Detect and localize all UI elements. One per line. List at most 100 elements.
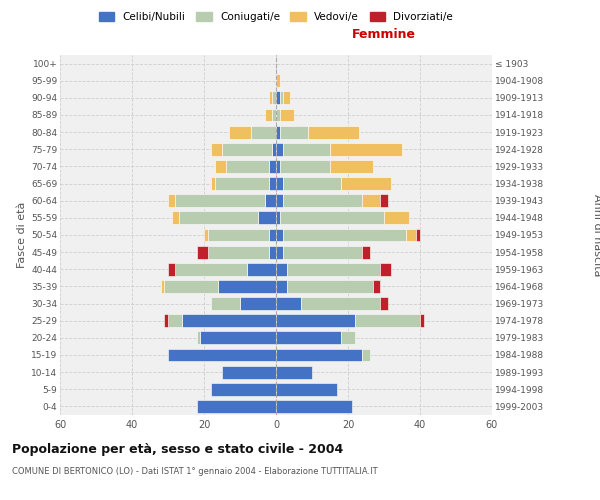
Bar	[341, 332, 355, 344]
Text: Femmine: Femmine	[352, 28, 416, 40]
Bar	[197, 400, 276, 413]
Bar	[276, 400, 352, 413]
Bar	[240, 297, 276, 310]
Bar	[373, 280, 380, 293]
Bar	[272, 92, 276, 104]
Bar	[380, 297, 388, 310]
Bar	[276, 92, 280, 104]
Bar	[175, 194, 265, 207]
Bar	[283, 246, 362, 258]
Bar	[265, 108, 272, 122]
Bar	[204, 228, 208, 241]
Bar	[269, 160, 276, 173]
Text: Popolazione per età, sesso e stato civile - 2004: Popolazione per età, sesso e stato civil…	[12, 442, 343, 456]
Bar	[276, 108, 280, 122]
Bar	[280, 160, 330, 173]
Bar	[272, 143, 276, 156]
Text: COMUNE DI BERTONICO (LO) - Dati ISTAT 1° gennaio 2004 - Elaborazione TUTTITALIA.: COMUNE DI BERTONICO (LO) - Dati ISTAT 1°…	[12, 468, 377, 476]
Bar	[283, 92, 290, 104]
Bar	[276, 348, 362, 362]
Bar	[211, 143, 222, 156]
Bar	[215, 177, 269, 190]
Y-axis label: Fasce di età: Fasce di età	[17, 202, 27, 268]
Bar	[265, 194, 276, 207]
Bar	[276, 383, 337, 396]
Bar	[280, 212, 384, 224]
Bar	[222, 366, 276, 378]
Bar	[308, 126, 359, 138]
Bar	[172, 212, 179, 224]
Bar	[258, 212, 276, 224]
Bar	[276, 74, 280, 87]
Bar	[287, 263, 380, 276]
Bar	[208, 246, 269, 258]
Bar	[280, 92, 283, 104]
Bar	[380, 194, 388, 207]
Bar	[276, 366, 312, 378]
Bar	[276, 297, 301, 310]
Bar	[380, 263, 391, 276]
Bar	[269, 177, 276, 190]
Bar	[269, 92, 272, 104]
Bar	[200, 332, 276, 344]
Bar	[229, 126, 251, 138]
Bar	[211, 177, 215, 190]
Bar	[283, 143, 330, 156]
Bar	[168, 263, 175, 276]
Bar	[269, 228, 276, 241]
Bar	[301, 297, 380, 310]
Legend: Celibi/Nubili, Coniugati/e, Vedovi/e, Divorziati/e: Celibi/Nubili, Coniugati/e, Vedovi/e, Di…	[95, 8, 457, 26]
Bar	[211, 297, 240, 310]
Bar	[168, 348, 276, 362]
Bar	[362, 194, 380, 207]
Bar	[211, 383, 276, 396]
Bar	[272, 108, 276, 122]
Bar	[276, 228, 283, 241]
Bar	[276, 246, 283, 258]
Bar	[276, 143, 283, 156]
Bar	[164, 314, 168, 327]
Bar	[276, 332, 341, 344]
Bar	[208, 228, 269, 241]
Bar	[269, 246, 276, 258]
Bar	[251, 126, 276, 138]
Bar	[168, 194, 175, 207]
Bar	[341, 177, 391, 190]
Bar	[179, 212, 258, 224]
Bar	[280, 108, 294, 122]
Bar	[416, 228, 420, 241]
Bar	[276, 177, 283, 190]
Bar	[175, 263, 247, 276]
Bar	[161, 280, 164, 293]
Bar	[276, 314, 355, 327]
Bar	[283, 228, 406, 241]
Bar	[182, 314, 276, 327]
Bar	[168, 314, 182, 327]
Bar	[276, 160, 280, 173]
Bar	[330, 160, 373, 173]
Bar	[283, 194, 362, 207]
Bar	[283, 177, 341, 190]
Bar	[215, 160, 226, 173]
Y-axis label: Anni di nascita: Anni di nascita	[592, 194, 600, 276]
Bar	[287, 280, 373, 293]
Bar	[330, 143, 402, 156]
Bar	[247, 263, 276, 276]
Bar	[164, 280, 218, 293]
Bar	[276, 194, 283, 207]
Bar	[276, 263, 287, 276]
Bar	[355, 314, 420, 327]
Bar	[197, 332, 200, 344]
Bar	[362, 246, 370, 258]
Bar	[384, 212, 409, 224]
Bar	[226, 160, 269, 173]
Bar	[420, 314, 424, 327]
Bar	[197, 246, 208, 258]
Bar	[362, 348, 370, 362]
Bar	[406, 228, 416, 241]
Bar	[222, 143, 272, 156]
Bar	[280, 126, 308, 138]
Bar	[218, 280, 276, 293]
Bar	[276, 126, 280, 138]
Bar	[276, 212, 280, 224]
